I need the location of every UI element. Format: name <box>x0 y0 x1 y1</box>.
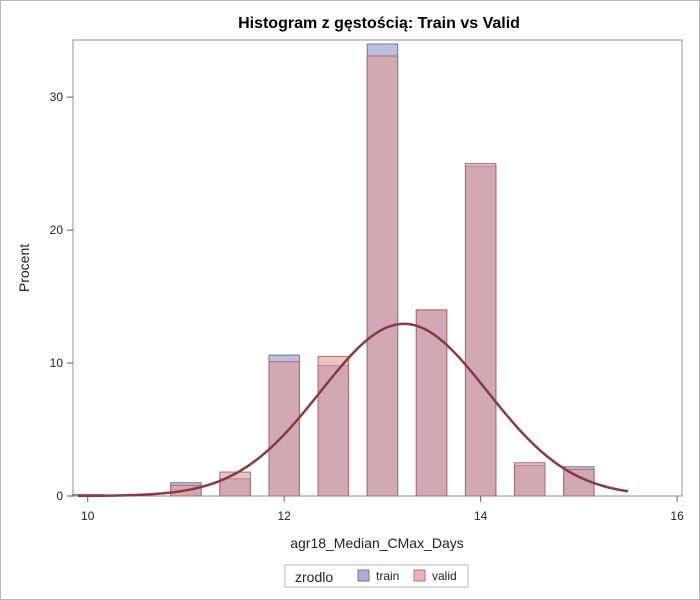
y-tick-label-10: 10 <box>50 356 64 370</box>
x-axis: 10 12 14 16 <box>81 496 684 523</box>
x-axis-label: agr18_Median_CMax_Days <box>290 535 464 551</box>
x-tick-label-14: 14 <box>474 509 488 523</box>
bar-valid-14.5 <box>514 462 546 497</box>
x-tick-label-10: 10 <box>81 509 95 523</box>
bar-valid-13 <box>366 55 399 497</box>
bar-valid-13.5 <box>415 309 448 497</box>
density-curve <box>77 322 629 498</box>
bar-valid-12.5 <box>317 355 350 497</box>
chart-title: Histogram z gęstością: Train vs Valid <box>238 15 520 32</box>
legend-label-train: train <box>376 569 399 583</box>
legend-title: zrodlo <box>295 569 333 585</box>
bar-valid-11.5 <box>219 471 251 497</box>
y-tick-label-30: 30 <box>50 90 64 104</box>
legend: zrodlo train valid <box>284 564 469 588</box>
bar-valid-15 <box>563 468 595 497</box>
x-tick-label-12: 12 <box>278 509 292 523</box>
legend-label-valid: valid <box>432 569 457 583</box>
y-axis: 0 10 20 30 <box>50 90 73 503</box>
y-axis-label: Procent <box>16 244 32 292</box>
y-tick-label-0: 0 <box>56 489 63 503</box>
bar-valid-12 <box>268 361 300 497</box>
y-tick-label-20: 20 <box>50 223 64 237</box>
bar-valid-14 <box>464 163 497 497</box>
x-tick-label-16: 16 <box>670 509 684 523</box>
legend-swatch-train <box>357 569 370 582</box>
legend-swatch-valid <box>413 569 426 582</box>
